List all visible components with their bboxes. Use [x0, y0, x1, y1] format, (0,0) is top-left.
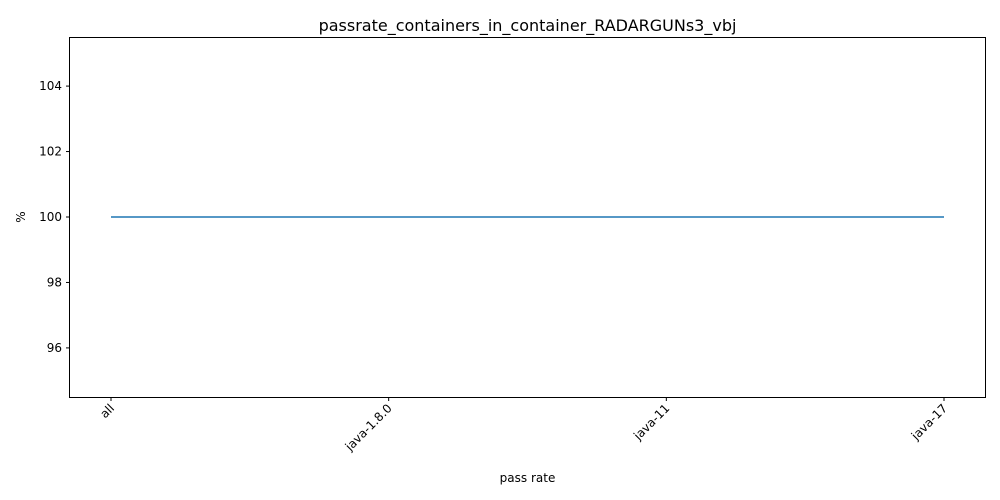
y-tick-label: 96 — [47, 341, 62, 355]
x-axis-ticks: all java-1.8.0 java-11 java-17 — [97, 397, 950, 454]
x-axis-label: pass rate — [500, 471, 556, 485]
y-axis-label: % — [14, 211, 28, 222]
y-axis-ticks: 96 98 100 102 104 — [39, 79, 70, 355]
y-tick-label: 98 — [47, 275, 62, 289]
x-tick-label: java-17 — [908, 401, 950, 443]
x-tick-label: all — [97, 401, 117, 421]
chart-title: passrate_containers_in_container_RADARGU… — [319, 16, 737, 36]
y-tick-label: 102 — [39, 145, 62, 159]
y-tick-label: 100 — [39, 210, 62, 224]
x-tick-label: java-1.8.0 — [342, 401, 395, 454]
y-tick-label: 104 — [39, 79, 62, 93]
x-tick-label: java-11 — [630, 401, 672, 443]
